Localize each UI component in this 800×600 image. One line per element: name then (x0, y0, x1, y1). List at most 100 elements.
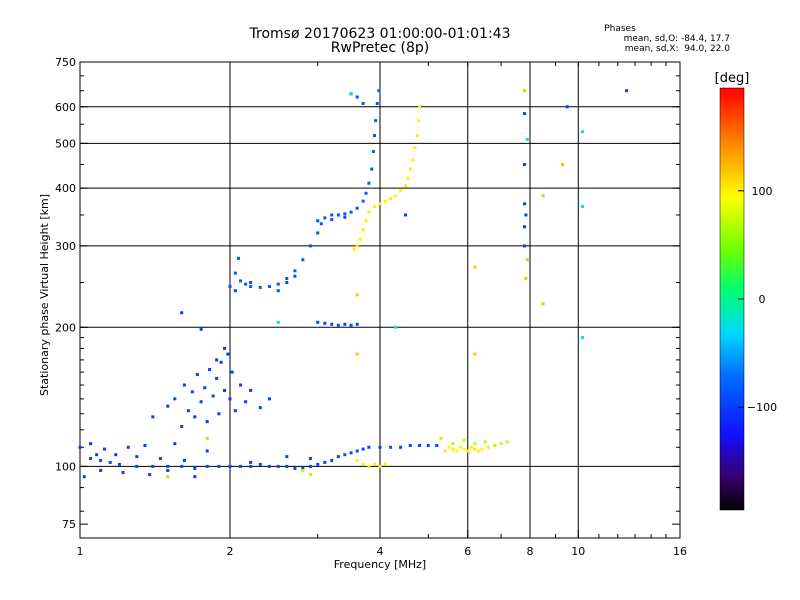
data-point (389, 445, 393, 449)
data-point (373, 134, 377, 138)
data-point (370, 167, 374, 171)
data-point (413, 145, 417, 149)
y-tick-label: 300 (55, 240, 76, 253)
data-point (293, 269, 297, 273)
data-point (103, 447, 107, 451)
data-point (417, 105, 421, 109)
data-point (358, 237, 362, 241)
data-point (486, 445, 490, 449)
data-point (343, 322, 347, 326)
data-point (343, 212, 347, 216)
data-point (417, 443, 421, 447)
data-point (426, 443, 430, 447)
data-point (581, 336, 585, 340)
data-point (151, 415, 155, 419)
data-point (193, 466, 197, 470)
data-point (117, 462, 121, 466)
data-point (316, 462, 320, 466)
data-point (383, 199, 387, 203)
data-point (89, 442, 93, 446)
data-point (361, 447, 365, 451)
data-point (355, 449, 359, 453)
y-tick-label: 600 (55, 101, 76, 114)
data-point (389, 196, 393, 200)
colorbar-tick-label: 0 (759, 293, 766, 306)
data-point (217, 412, 221, 416)
data-point (143, 443, 147, 447)
data-point (373, 462, 377, 466)
data-point (361, 101, 365, 105)
data-point (223, 388, 227, 392)
x-tick-label: 16 (673, 545, 687, 558)
data-point (267, 464, 271, 468)
data-point (285, 281, 289, 285)
data-point (523, 89, 527, 93)
data-point (233, 271, 237, 275)
data-point (462, 438, 466, 442)
data-point (403, 184, 407, 188)
data-point (343, 215, 347, 219)
data-point (499, 442, 503, 446)
data-point (451, 447, 455, 451)
data-point (374, 119, 378, 123)
data-point (439, 436, 443, 440)
data-point (249, 281, 253, 285)
data-point (135, 464, 139, 468)
data-point (403, 213, 407, 217)
chart-title: Tromsø 20170623 01:00:00-01:01:43 (249, 26, 511, 42)
data-point (493, 443, 497, 447)
data-point (228, 397, 232, 401)
data-point (415, 134, 419, 138)
data-point (361, 228, 365, 232)
data-point (193, 475, 197, 479)
data-point (99, 458, 103, 462)
data-point (361, 462, 365, 466)
data-point (349, 323, 353, 327)
data-point (378, 445, 382, 449)
data-point (373, 205, 377, 209)
data-point (371, 150, 375, 154)
data-point (355, 293, 359, 297)
data-point (276, 320, 280, 324)
data-point (215, 376, 219, 380)
x-tick-label: 1 (77, 545, 84, 558)
colorbar-label: [deg] (715, 71, 750, 86)
data-point (330, 458, 334, 462)
data-point (367, 464, 371, 468)
data-point (193, 415, 197, 419)
y-tick-label: 75 (62, 518, 76, 531)
data-point (166, 475, 170, 479)
data-point (505, 440, 509, 444)
data-point (394, 325, 398, 329)
data-point (399, 445, 403, 449)
data-point (411, 158, 415, 162)
data-point (355, 244, 359, 248)
data-point (319, 222, 323, 226)
data-point (316, 231, 320, 235)
data-point (364, 219, 368, 223)
data-point (361, 199, 365, 203)
data-point (417, 119, 421, 123)
data-point (173, 397, 177, 401)
data-point (190, 390, 194, 394)
data-point (561, 163, 565, 167)
data-point (480, 447, 484, 451)
data-point (458, 445, 462, 449)
data-point (244, 400, 248, 404)
data-point (276, 289, 280, 293)
data-point (228, 464, 232, 468)
x-tick-label: 6 (464, 545, 471, 558)
data-point (316, 320, 320, 324)
data-point (151, 464, 155, 468)
data-point (205, 464, 209, 468)
data-point (211, 394, 215, 398)
data-point (223, 346, 227, 350)
data-point (95, 453, 99, 457)
y-tick-labels: 75 100 200 300 400 500 600 750 (55, 56, 76, 531)
data-point (236, 256, 240, 260)
data-point (476, 449, 480, 453)
data-point (199, 327, 203, 331)
data-point (565, 105, 569, 109)
data-point (399, 189, 403, 193)
data-point (581, 130, 585, 134)
